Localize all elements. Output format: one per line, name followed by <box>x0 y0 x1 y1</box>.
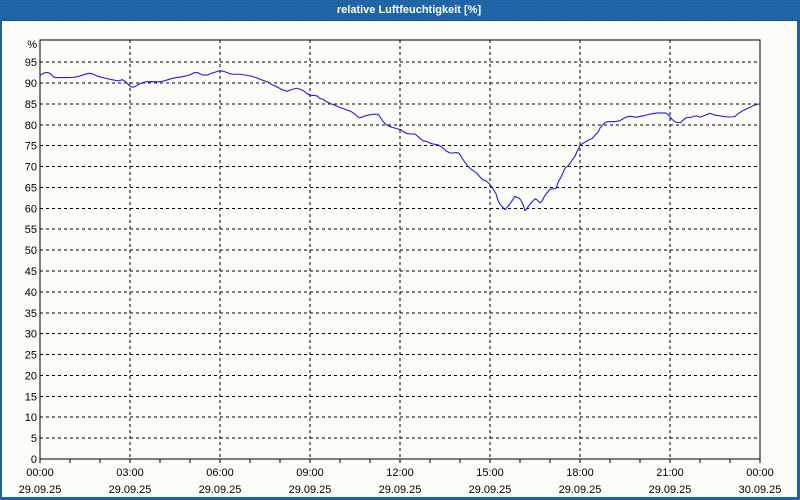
y-tick-label: 80 <box>25 120 37 132</box>
y-tick-label: 30 <box>25 329 37 341</box>
y-tick-label: 90 <box>25 78 37 90</box>
x-tick-date-label: 29.09.25 <box>559 484 602 496</box>
window-title: relative Luftfeuchtigkeit [%] <box>336 4 482 16</box>
y-tick-label: 40 <box>25 287 37 299</box>
x-tick-time-label: 03:00 <box>116 467 144 479</box>
x-tick-date-label: 29.09.25 <box>649 484 692 496</box>
y-tick-label: 55 <box>25 224 37 236</box>
x-tick-time-label: 21:00 <box>656 467 684 479</box>
x-tick-date-label: 30.09.25 <box>739 484 782 496</box>
x-tick-time-label: 15:00 <box>476 467 504 479</box>
y-tick-label: 5 <box>31 433 37 445</box>
window-border-left <box>0 0 2 500</box>
y-tick-label: 85 <box>25 99 37 111</box>
x-tick-date-label: 29.09.25 <box>199 484 242 496</box>
x-tick-time-label: 00:00 <box>26 467 54 479</box>
window-border-bottom <box>0 497 800 500</box>
y-tick-label: 60 <box>25 203 37 215</box>
x-tick-date-label: 29.09.25 <box>19 484 62 496</box>
x-tick-time-label: 00:00 <box>746 467 774 479</box>
x-tick-time-label: 06:00 <box>206 467 234 479</box>
y-tick-label: 70 <box>25 162 37 174</box>
y-tick-label: 65 <box>25 182 37 194</box>
humidity-series-line <box>39 70 761 212</box>
y-tick-label: 50 <box>25 245 37 257</box>
x-tick-date-label: 29.09.25 <box>289 484 332 496</box>
window-border-right <box>797 0 800 500</box>
x-tick-date-label: 29.09.25 <box>469 484 512 496</box>
y-tick-label: 95 <box>25 57 37 69</box>
y-tick-label: 10 <box>25 412 37 424</box>
x-tick-date-label: 29.09.25 <box>379 484 422 496</box>
y-axis-unit-label: % <box>27 39 37 51</box>
x-tick-time-label: 12:00 <box>386 467 414 479</box>
y-tick-label: 0 <box>31 454 37 466</box>
y-tick-label: 45 <box>25 266 37 278</box>
x-tick-time-label: 09:00 <box>296 467 324 479</box>
window-titlebar[interactable]: relative Luftfeuchtigkeit [%] <box>0 0 800 21</box>
y-tick-label: 35 <box>25 308 37 320</box>
x-tick-time-label: 18:00 <box>566 467 594 479</box>
y-tick-label: 75 <box>25 141 37 153</box>
plot-frame <box>39 39 761 460</box>
y-tick-label: 15 <box>25 391 37 403</box>
y-tick-label: 25 <box>25 350 37 362</box>
y-tick-label: 20 <box>25 370 37 382</box>
x-tick-date-label: 29.09.25 <box>109 484 152 496</box>
